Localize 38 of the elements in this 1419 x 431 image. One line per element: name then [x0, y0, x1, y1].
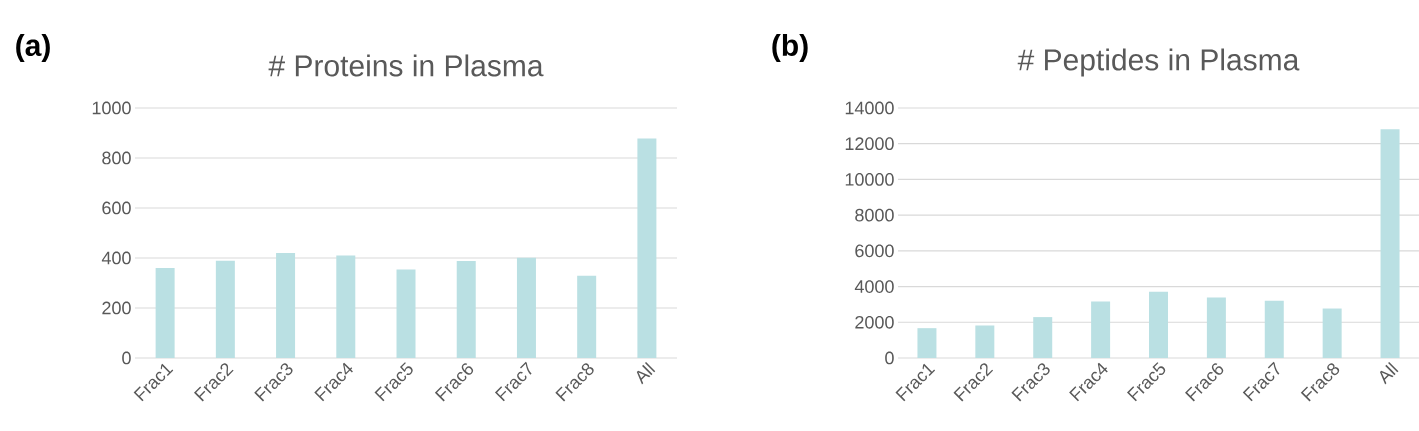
y-tick-label: 14000 — [845, 101, 894, 115]
bar — [1206, 297, 1226, 358]
bar — [1264, 300, 1284, 358]
text: (b) — [772, 34, 808, 62]
y-tick-label: 1000 — [92, 101, 131, 115]
y-tick-label: 8000 — [855, 208, 894, 222]
y-tick-label: 6000 — [855, 244, 894, 258]
bar — [215, 260, 235, 358]
y-tick-label: 2000 — [855, 315, 894, 329]
bar — [1380, 129, 1400, 358]
text: (a) — [16, 34, 50, 62]
chart-title: # Peptides in Plasma — [1017, 48, 1300, 77]
bar — [1033, 317, 1053, 358]
bar — [456, 260, 476, 358]
y-tick-label: 800 — [102, 151, 131, 165]
bar — [1322, 308, 1342, 358]
bar — [336, 255, 356, 358]
y-tick-label: 0 — [885, 351, 894, 365]
bar — [577, 275, 597, 358]
bar — [917, 328, 937, 358]
bar — [975, 325, 995, 358]
chart-title: # Proteins in Plasma — [268, 54, 544, 77]
bar — [1091, 301, 1111, 358]
bar — [516, 257, 536, 358]
y-tick-label: 400 — [101, 251, 131, 265]
x-tick-label: All — [1379, 361, 1399, 385]
y-tick-label: 4000 — [854, 280, 894, 293]
y-tick-label: 200 — [102, 301, 131, 315]
bar — [1148, 291, 1168, 358]
bar — [637, 138, 657, 358]
y-tick-label: 12000 — [845, 137, 894, 151]
bar — [396, 269, 416, 358]
y-tick-label: 600 — [102, 201, 131, 215]
y-tick-label: 10000 — [845, 173, 894, 186]
bar — [276, 252, 296, 358]
x-tick-label: All — [636, 361, 656, 385]
bar — [155, 267, 175, 358]
y-tick-label: 0 — [122, 351, 131, 365]
